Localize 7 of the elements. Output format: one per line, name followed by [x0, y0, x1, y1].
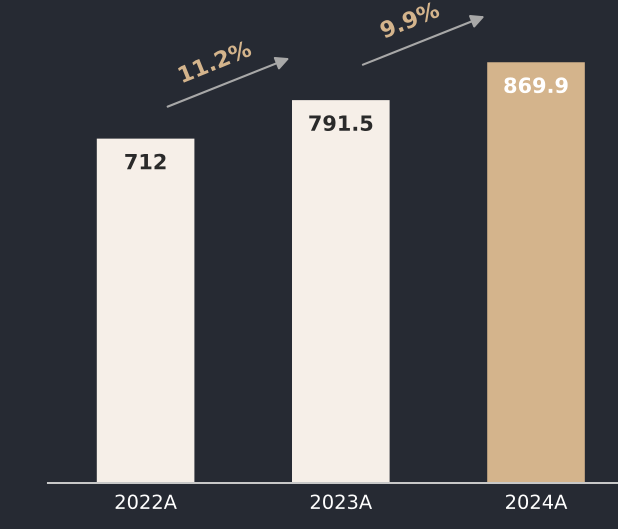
- x-tick-label: 2024A: [506, 494, 568, 510]
- text: 9.9%: [378, 0, 440, 39]
- x-tick-label: 2023A: [310, 494, 372, 510]
- data-label: 712: [125, 154, 166, 170]
- x-tick-label: 2022A: [116, 494, 177, 510]
- data-label: 869.9: [504, 77, 568, 94]
- data-label: 791.5: [309, 115, 372, 132]
